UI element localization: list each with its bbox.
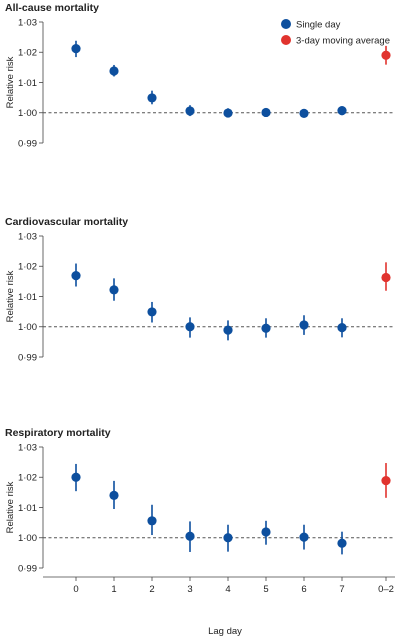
point-single-day (147, 93, 157, 103)
point-single-day (261, 107, 271, 118)
x-tick-label: 7 (339, 584, 344, 595)
x-tick-label: 0–2 (378, 584, 394, 595)
legend-marker-moving-average (281, 35, 291, 45)
legend-marker-single-day (281, 19, 291, 29)
point-single-day (337, 538, 347, 548)
x-tick-label: 4 (225, 584, 230, 595)
point-single-day (147, 307, 157, 317)
x-tick-label: 3 (187, 584, 192, 595)
point-single-day (185, 322, 195, 332)
y-tick-label: 1·01 (18, 503, 37, 514)
legend-label-moving-average: 3-day moving average (296, 36, 390, 47)
y-tick-label: 0·99 (18, 352, 37, 363)
point-moving-average (381, 272, 391, 283)
legend: Single day 3-day moving average (281, 19, 390, 47)
point-single-day (147, 516, 157, 526)
x-tick-label: 6 (301, 584, 306, 595)
y-tick-label: 1·00 (18, 108, 37, 119)
x-tick-label: 1 (111, 584, 116, 595)
y-tick-label: 1·02 (18, 48, 37, 59)
point-single-day (109, 66, 119, 76)
y-tick-label: 0·99 (18, 563, 37, 574)
chart-panel-1: Cardiovascular mortality Relative risk 0·9… (5, 216, 395, 363)
y-tick-label: 0·99 (18, 138, 37, 149)
point-single-day (223, 108, 233, 118)
point-single-day (261, 527, 271, 537)
point-single-day (299, 532, 309, 542)
y-tick-label: 1·03 (18, 442, 37, 453)
point-moving-average (381, 475, 391, 486)
x-axis-label: Lag day (208, 626, 242, 637)
chart-panel-2: Respiratory mortality Relative risk 0·99 1·… (5, 427, 395, 595)
point-single-day (71, 271, 81, 281)
point-single-day (337, 323, 347, 333)
y-tick-label: 1·03 (18, 17, 37, 28)
point-single-day (299, 108, 309, 118)
y-axis-label: Relative risk (5, 56, 16, 108)
panel-title: All-cause mortality (5, 2, 99, 14)
point-single-day (223, 325, 233, 335)
chart-panel-0: All-cause mortality Relative risk 0·99 1·00… (5, 2, 395, 149)
point-moving-average (381, 50, 391, 60)
y-tick-label: 1·00 (18, 322, 37, 333)
point-single-day (261, 323, 271, 333)
y-tick-label: 1·02 (18, 473, 37, 484)
point-single-day (185, 531, 195, 541)
point-single-day (337, 106, 347, 116)
point-single-day (185, 106, 195, 116)
x-tick-label: 2 (149, 584, 154, 595)
panel-title: Cardiovascular mortality (5, 216, 128, 228)
y-tick-label: 1·01 (18, 292, 37, 303)
y-axis-label: Relative risk (5, 481, 16, 533)
point-single-day (299, 320, 309, 330)
y-tick-label: 1·02 (18, 262, 37, 273)
point-single-day (71, 44, 81, 54)
x-tick-label: 0 (73, 584, 78, 595)
panel-title: Respiratory mortality (5, 427, 111, 439)
point-single-day (71, 472, 81, 482)
x-tick-label: 5 (263, 584, 268, 595)
y-axis-label: Relative risk (5, 270, 16, 322)
y-tick-label: 1·03 (18, 231, 37, 242)
point-single-day (109, 285, 119, 295)
point-single-day (109, 490, 119, 500)
legend-label-single-day: Single day (296, 20, 341, 31)
chart-panels: All-cause mortality Relative risk 0·99 1·00… (5, 2, 395, 595)
y-tick-label: 1·01 (18, 78, 37, 89)
y-tick-label: 1·00 (18, 533, 37, 544)
point-single-day (223, 533, 233, 543)
